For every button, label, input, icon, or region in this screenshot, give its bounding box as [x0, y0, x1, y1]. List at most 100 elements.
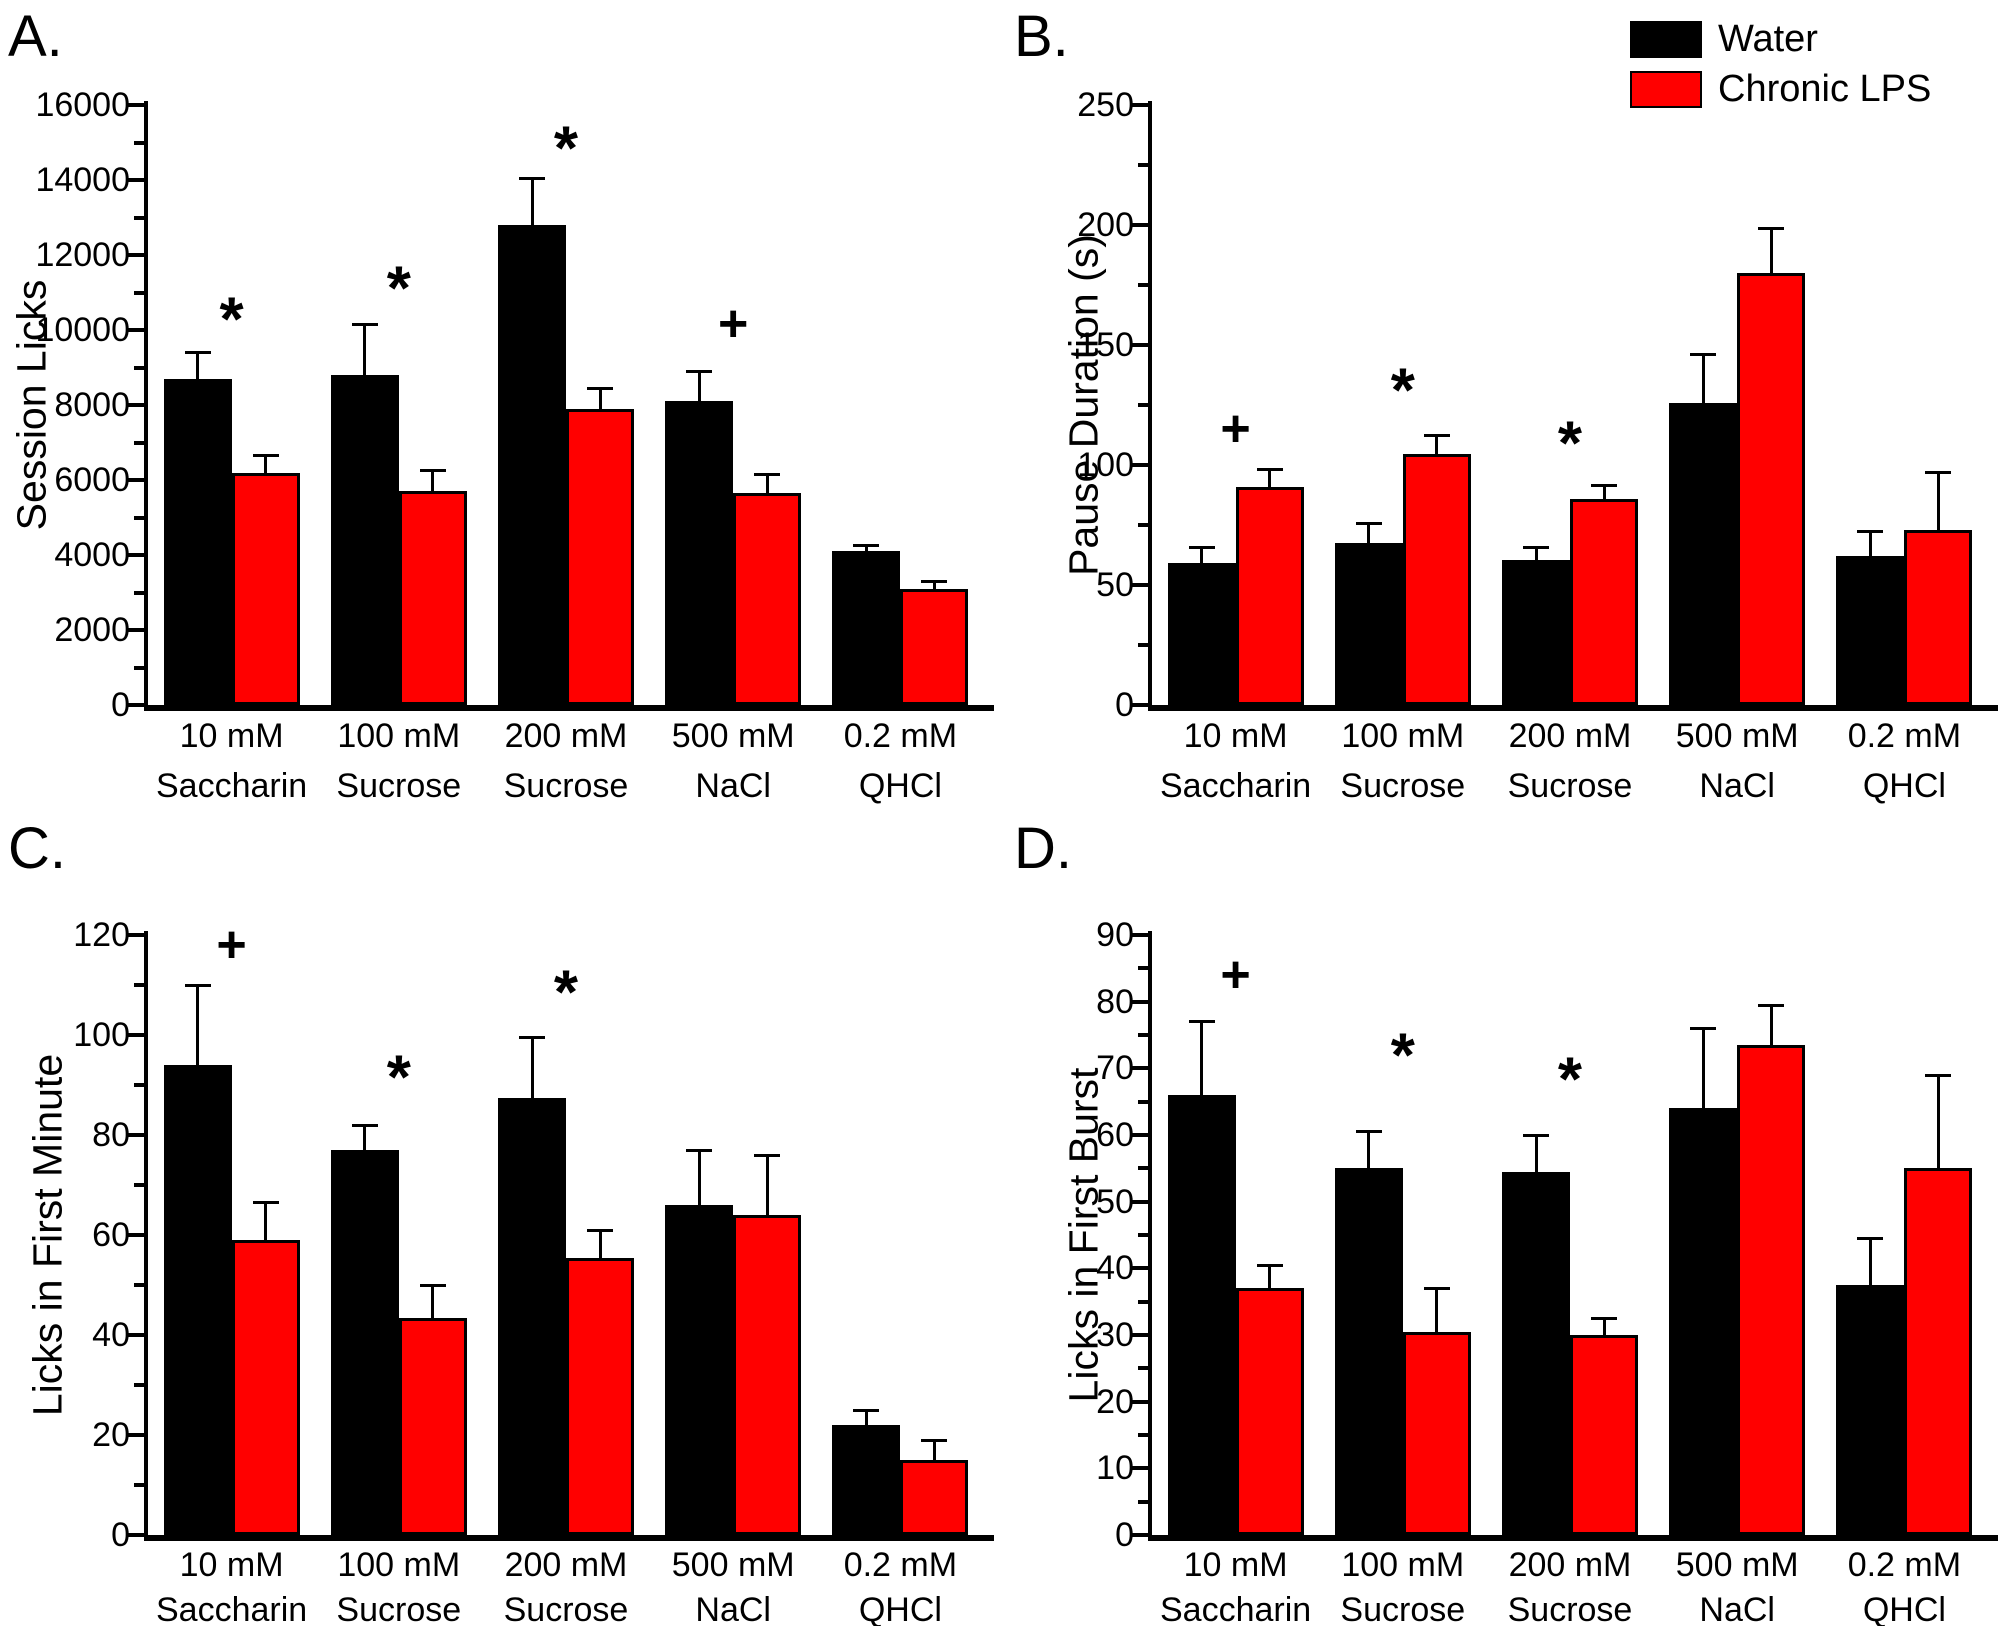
- x-category-b-4-line1: 0.2 mM: [1847, 717, 1962, 755]
- errorcap-b-lps-3: [1758, 227, 1785, 231]
- minor-tick-a-11000: [134, 290, 144, 295]
- x-category-a-3-line1: 500 mM: [671, 717, 795, 755]
- x-category-d-0-line2: Saccharin: [1159, 1591, 1312, 1626]
- x-category-c-2-line2: Sucrose: [503, 1591, 629, 1626]
- legend-item-chronic-lps: Chronic LPS: [1630, 68, 1931, 111]
- x-category-a-0-line2: Saccharin: [155, 767, 308, 805]
- errorbar-c-lps-2: [598, 1230, 602, 1258]
- bar-a-lps-1: [398, 491, 467, 705]
- errorcap-a-water-1: [351, 322, 378, 326]
- sig-marker-d-1: *: [1390, 1022, 1415, 1092]
- errorbar-c-water-2: [530, 1037, 534, 1098]
- x-category-a-0-line1: 10 mM: [179, 717, 284, 755]
- errorbar-a-water-4: [864, 545, 868, 552]
- errorcap-b-lps-1: [1423, 433, 1450, 437]
- sig-marker-d-2: *: [1557, 1045, 1583, 1115]
- y-tick-label-d-80: 80: [1096, 982, 1134, 1021]
- minor-tick-c-90: [134, 1083, 144, 1087]
- errorbar-a-water-1: [363, 324, 367, 375]
- y-axis-a: [144, 101, 148, 709]
- errorbar-a-water-2: [530, 178, 534, 225]
- errorbar-c-water-0: [196, 985, 200, 1065]
- major-tick-d-70: [1132, 1066, 1148, 1071]
- minor-tick-a-3000: [134, 590, 144, 595]
- y-tick-label-d-50: 50: [1096, 1182, 1134, 1221]
- errorcap-d-lps-0: [1256, 1263, 1283, 1267]
- errorbar-d-water-1: [1367, 1131, 1371, 1169]
- x-category-b-1-line1: 100 mM: [1341, 717, 1465, 755]
- y-tick-label-a-8000: 8000: [54, 386, 130, 424]
- y-tick-label-d-30: 30: [1096, 1316, 1134, 1354]
- minor-tick-d-75: [1138, 1033, 1148, 1037]
- minor-tick-d-35: [1138, 1299, 1148, 1304]
- errorcap-a-lps-4: [921, 579, 948, 583]
- errorcap-c-water-1: [351, 1123, 378, 1127]
- major-tick-b-250: [1132, 103, 1148, 107]
- major-tick-c-80: [128, 1133, 144, 1137]
- minor-tick-a-15000: [134, 140, 144, 145]
- major-tick-d-60: [1132, 1133, 1148, 1137]
- errorcap-c-water-2: [519, 1036, 545, 1039]
- errorbar-a-lps-4: [932, 581, 936, 589]
- minor-tick-c-10: [134, 1483, 144, 1487]
- x-category-a-1-line2: Sucrose: [336, 767, 462, 805]
- errorbar-b-water-3: [1701, 354, 1705, 403]
- x-category-b-0-line1: 10 mM: [1183, 717, 1288, 755]
- sig-marker-a-3: +: [718, 295, 749, 354]
- bar-c-water-1: [330, 1150, 399, 1535]
- sig-marker-b-2: *: [1557, 409, 1583, 479]
- errorbar-c-water-1: [363, 1125, 367, 1150]
- major-tick-a-8000: [128, 403, 144, 407]
- bar-d-water-0: [1167, 1095, 1236, 1535]
- bar-a-water-2: [498, 225, 566, 705]
- y-tick-label-d-10: 10: [1096, 1449, 1134, 1488]
- bar-d-lps-4: [1904, 1168, 1973, 1535]
- bar-d-lps-1: [1402, 1331, 1471, 1535]
- x-category-b-2-line2: Sucrose: [1507, 767, 1633, 805]
- y-tick-label-c-0: 0: [111, 1516, 130, 1554]
- minor-tick-b-225: [1138, 163, 1148, 167]
- major-tick-c-100: [128, 1033, 144, 1037]
- x-category-a-4-line2: QHCl: [858, 767, 942, 805]
- bar-b-water-1: [1334, 543, 1403, 705]
- minor-tick-d-55: [1138, 1166, 1148, 1171]
- sig-marker-d-0: +: [1220, 946, 1251, 1004]
- major-tick-b-150: [1132, 343, 1148, 347]
- y-tick-label-c-40: 40: [92, 1316, 130, 1354]
- bar-a-water-0: [163, 378, 232, 705]
- bar-b-lps-4: [1904, 529, 1973, 705]
- minor-tick-c-30: [134, 1383, 144, 1387]
- errorcap-b-lps-4: [1925, 470, 1952, 474]
- major-tick-c-60: [128, 1233, 144, 1237]
- panel-c-label: C.: [8, 816, 66, 881]
- major-tick-d-30: [1132, 1333, 1148, 1337]
- errorcap-a-water-3: [686, 369, 713, 373]
- x-category-c-0-line1: 10 mM: [179, 1546, 284, 1584]
- y-tick-label-c-20: 20: [92, 1416, 130, 1454]
- bar-a-water-1: [330, 375, 399, 705]
- y-tick-label-b-250: 250: [1077, 86, 1134, 124]
- errorbar-b-lps-2: [1602, 485, 1606, 499]
- errorcap-b-water-0: [1188, 546, 1215, 550]
- y-axis-c: [144, 931, 148, 1539]
- y-tick-label-d-0: 0: [1115, 1516, 1134, 1554]
- x-category-a-1-line1: 100 mM: [337, 717, 461, 755]
- errorbar-a-water-0: [196, 352, 200, 379]
- bar-b-water-4: [1836, 556, 1905, 705]
- y-axis-b: [1148, 101, 1152, 709]
- bar-b-water-2: [1502, 559, 1570, 705]
- errorbar-d-lps-3: [1769, 1005, 1773, 1045]
- panel-a-label: A.: [8, 4, 63, 69]
- errorcap-d-water-0: [1188, 1020, 1215, 1024]
- bar-d-water-4: [1836, 1285, 1905, 1535]
- sig-marker-a-2: *: [553, 114, 579, 184]
- major-tick-b-100: [1132, 463, 1148, 467]
- errorbar-a-lps-3: [765, 474, 769, 494]
- y-tick-label-a-4000: 4000: [54, 536, 130, 574]
- errorcap-d-lps-4: [1925, 1073, 1952, 1077]
- errorbar-b-lps-1: [1435, 435, 1439, 455]
- y-tick-label-a-10000: 10000: [35, 311, 130, 349]
- panel-d-label: D.: [1014, 816, 1072, 881]
- major-tick-a-12000: [128, 253, 144, 257]
